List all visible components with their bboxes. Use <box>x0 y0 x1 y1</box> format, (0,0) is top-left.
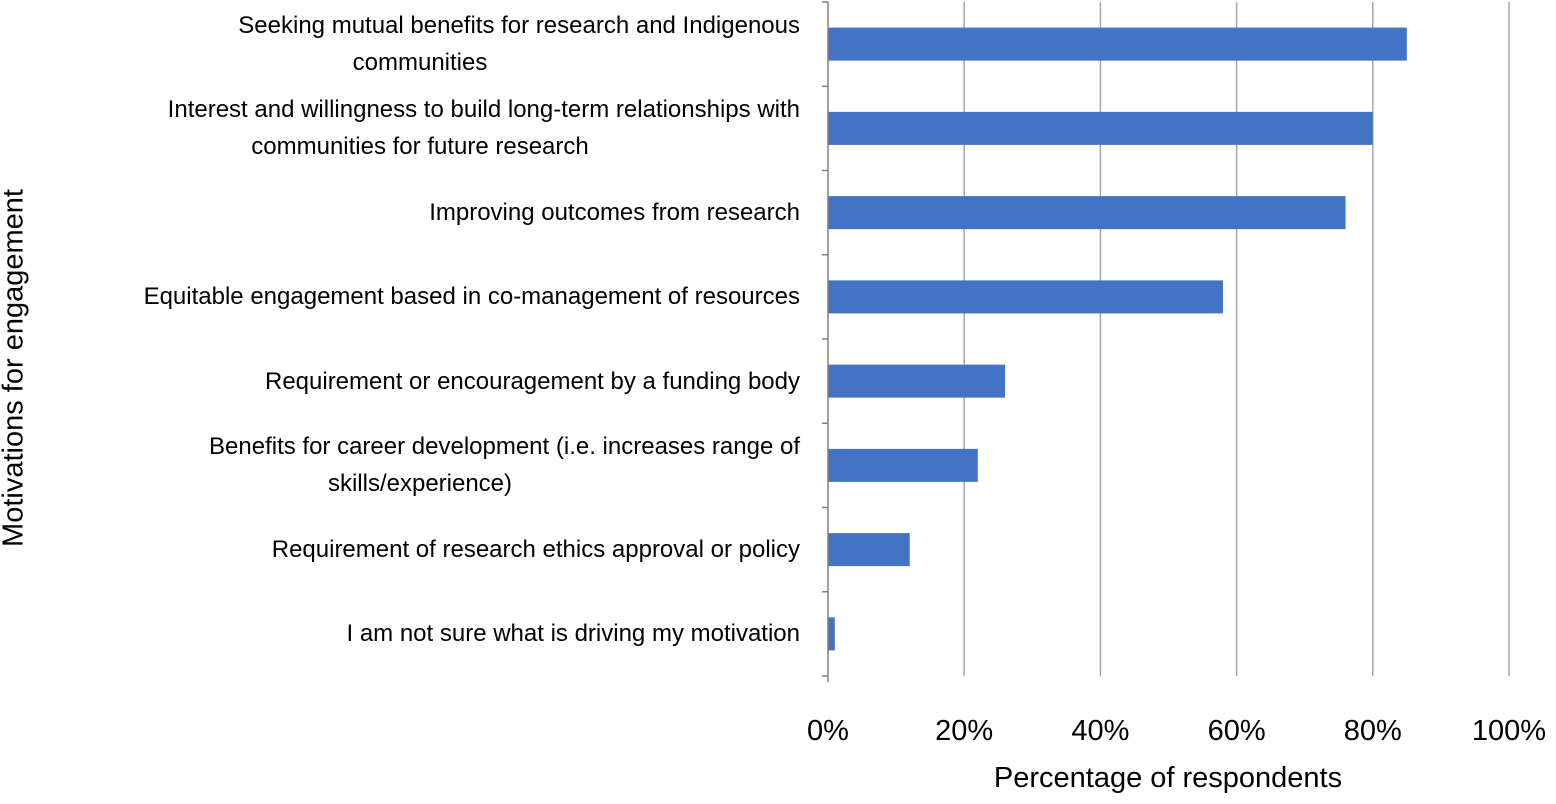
category-label: Seeking mutual benefits for research and… <box>40 7 800 81</box>
category-label-line: communities <box>352 49 488 77</box>
bar <box>828 617 835 651</box>
category-label-line: Benefits for career development (i.e. in… <box>209 433 800 461</box>
category-label: Equitable engagement based in co-managem… <box>40 278 800 315</box>
x-tick-label: 20% <box>935 715 993 747</box>
x-tick-label: 40% <box>1071 715 1129 747</box>
category-label-line: communities for future research <box>251 133 589 161</box>
category-label: I am not sure what is driving my motivat… <box>40 615 800 652</box>
x-tick-label: 0% <box>807 715 849 747</box>
category-label: Benefits for career development (i.e. in… <box>40 428 800 502</box>
category-label-line: Equitable engagement based in co-managem… <box>143 283 800 311</box>
category-label-line: Seeking mutual benefits for research and… <box>238 12 800 40</box>
category-label-line: Interest and willingness to build long-t… <box>167 96 800 124</box>
bar <box>828 196 1346 230</box>
y-axis-title: Motivations for engagement <box>0 189 30 547</box>
bar <box>828 533 910 567</box>
x-tick-label: 100% <box>1472 715 1546 747</box>
category-label-line: Requirement or encouragement by a fundin… <box>264 367 800 395</box>
bar <box>828 364 1006 398</box>
x-tick-label: 80% <box>1344 715 1402 747</box>
category-label: Requirement or encouragement by a fundin… <box>40 363 800 400</box>
category-label-line: skills/experience) <box>327 470 513 498</box>
x-tick-label: 60% <box>1208 715 1266 747</box>
bar <box>828 27 1407 61</box>
bar <box>828 280 1223 314</box>
bar <box>828 111 1373 145</box>
category-label-line: Requirement of research ethics approval … <box>271 536 800 564</box>
category-label: Requirement of research ethics approval … <box>40 531 800 568</box>
category-label: Improving outcomes from research <box>40 194 800 231</box>
x-axis-title: Percentage of respondents <box>993 762 1343 794</box>
category-label-line: Improving outcomes from research <box>429 199 800 227</box>
bar <box>828 448 978 482</box>
category-label: Interest and willingness to build long-t… <box>40 91 800 165</box>
category-label-line: I am not sure what is driving my motivat… <box>346 620 800 648</box>
